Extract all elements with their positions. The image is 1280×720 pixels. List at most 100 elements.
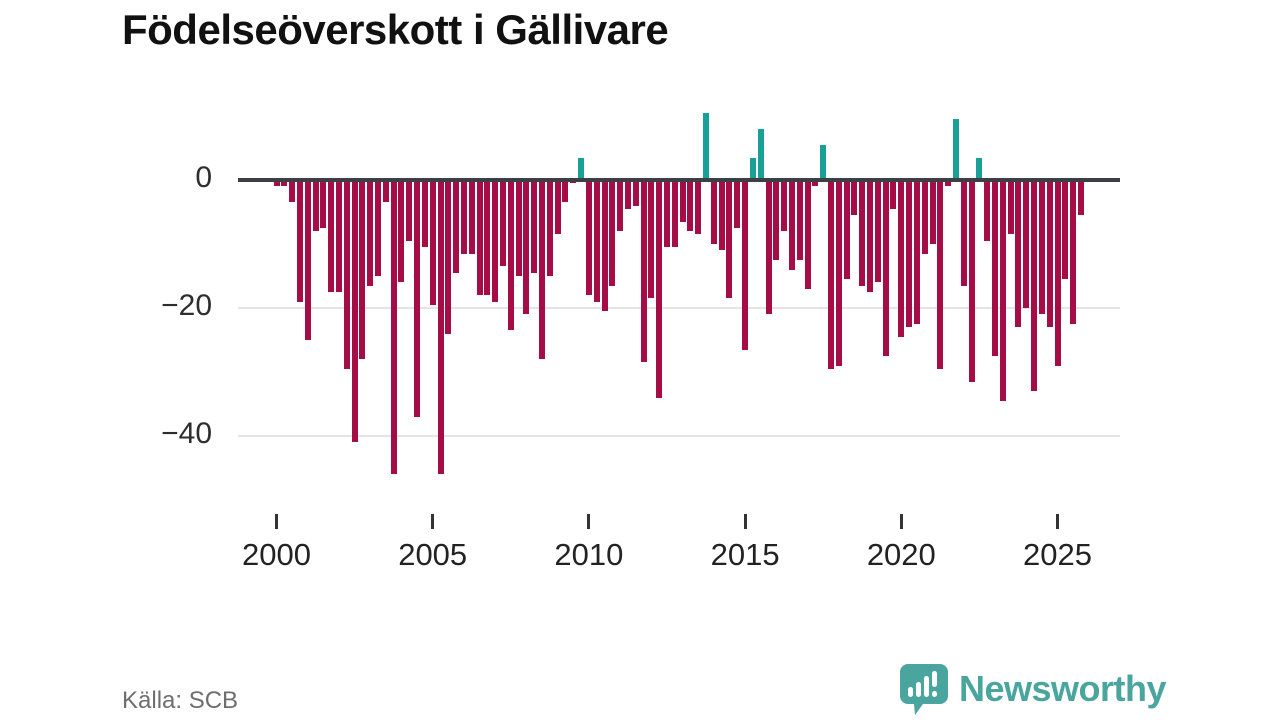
source-note: Källa: SCB	[122, 687, 239, 714]
bar-2010-q1	[585, 180, 592, 296]
bar-2022-q3	[976, 157, 983, 180]
bar-2023-q2	[999, 180, 1006, 401]
bar-2015-q1	[742, 180, 749, 350]
bar-2007-q1	[492, 180, 499, 302]
bar-2025-q1	[1054, 180, 1061, 366]
x-tick-2025	[1056, 514, 1059, 529]
bar-2021-q3	[945, 180, 952, 187]
bar-2024-q2	[1031, 180, 1038, 392]
bar-2024-q4	[1046, 180, 1053, 328]
bar-2024-q1	[1023, 180, 1030, 308]
bar-2008-q4	[546, 180, 553, 276]
bar-2006-q4	[484, 180, 491, 296]
bar-2025-q3	[1070, 180, 1077, 324]
bar-2010-q2	[593, 180, 600, 302]
bar-2012-q3	[664, 180, 670, 248]
bar-2005-q4	[453, 180, 460, 273]
chart-title: Födelseöverskott i Gällivare	[122, 6, 669, 53]
bar-2008-q1	[523, 180, 530, 315]
bar-2013-q3	[695, 180, 702, 235]
y-axis-label--40: −40	[161, 417, 212, 450]
bar-2016-q2	[781, 180, 788, 232]
bar-2000-q4	[296, 180, 303, 302]
bar-2005-q3	[445, 180, 452, 334]
bar-2010-q4	[609, 180, 616, 286]
bar-2013-q4	[703, 112, 710, 180]
bar-2015-q2	[749, 157, 756, 180]
newsworthy-logo[interactable]: Newsworthy	[897, 662, 1167, 716]
bar-2017-q4	[828, 180, 834, 369]
bar-2020-q3	[913, 180, 920, 324]
y-axis-label-0: 0	[195, 161, 212, 194]
bar-2014-q2	[718, 180, 725, 251]
bar-2006-q3	[476, 180, 483, 296]
bar-2004-q4	[421, 180, 428, 248]
bar-2002-q3	[351, 180, 358, 443]
bar-2016-q4	[796, 180, 803, 260]
bar-2011-q4	[640, 180, 647, 363]
bar-2022-q2	[968, 180, 975, 382]
bar-2014-q4	[734, 180, 741, 228]
bar-2005-q1	[429, 180, 436, 305]
bar-2009-q2	[562, 180, 569, 203]
bar-2021-q1	[929, 180, 936, 244]
bar-2025-q2	[1062, 180, 1069, 280]
bar-2006-q1	[460, 180, 467, 254]
x-axis-label-2020: 2020	[866, 537, 936, 572]
bar-2019-q2	[874, 180, 881, 283]
bar-2003-q3	[382, 180, 389, 203]
bar-2009-q4	[578, 157, 585, 180]
newsworthy-logo-text: Newsworthy	[959, 668, 1167, 709]
bar-2011-q1	[617, 180, 624, 232]
bar-2018-q3	[851, 180, 858, 216]
bar-2004-q3	[414, 180, 421, 417]
bar-2025-q4	[1077, 180, 1084, 216]
bar-2023-q1	[992, 180, 999, 356]
bar-2015-q4	[765, 180, 772, 315]
bar-2021-q4	[952, 119, 959, 180]
bar-2002-q2	[343, 180, 350, 369]
bar-2022-q1	[960, 180, 967, 286]
bar-2003-q2	[375, 180, 382, 276]
bar-2008-q3	[539, 180, 546, 360]
bar-2013-q2	[687, 180, 694, 232]
bar-2016-q1	[773, 180, 780, 260]
bar-2012-q1	[648, 180, 655, 299]
x-axis-label-2000: 2000	[242, 537, 311, 572]
x-tick-2010	[587, 514, 591, 529]
bar-2020-q2	[906, 180, 913, 328]
bar-2006-q2	[468, 180, 475, 254]
bar-2012-q2	[656, 180, 663, 398]
bar-2003-q1	[367, 180, 374, 286]
bar-2004-q1	[398, 180, 405, 283]
bar-2010-q3	[601, 180, 608, 312]
bar-2011-q2	[624, 180, 631, 209]
newsworthy-logo-icon	[897, 662, 949, 716]
bar-2019-q1	[867, 180, 874, 292]
gridline--20	[238, 307, 1120, 309]
bar-2018-q4	[859, 180, 866, 286]
bar-2007-q3	[507, 180, 514, 331]
zero-line	[238, 178, 1120, 182]
bar-2008-q2	[531, 180, 538, 273]
bar-2023-q4	[1015, 180, 1022, 328]
bar-2023-q3	[1007, 180, 1014, 235]
x-tick-2000	[275, 514, 278, 529]
bar-2000-q3	[289, 180, 296, 203]
bar-2017-q3	[820, 144, 827, 180]
bar-2001-q3	[320, 180, 327, 228]
x-axis-label-2005: 2005	[398, 537, 468, 572]
bar-2001-q4	[328, 180, 335, 292]
bar-2014-q3	[726, 180, 733, 299]
bar-2011-q3	[632, 180, 639, 206]
bar-2002-q4	[359, 180, 366, 360]
y-axis-label--20: −20	[161, 289, 212, 322]
bar-2001-q1	[304, 180, 311, 340]
x-tick-2015	[743, 514, 747, 529]
bar-2021-q2	[937, 180, 944, 369]
bar-2020-q4	[921, 180, 928, 254]
gridline--40	[238, 435, 1120, 437]
bar-2014-q1	[710, 180, 717, 244]
x-axis-label-2010: 2010	[554, 537, 624, 572]
bar-2005-q2	[437, 180, 444, 475]
